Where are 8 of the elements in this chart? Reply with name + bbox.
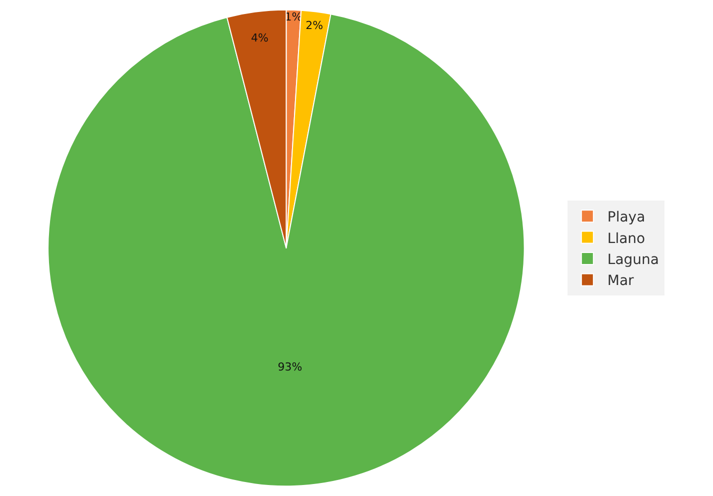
- legend-label: Laguna: [607, 252, 659, 268]
- legend-label: Playa: [607, 210, 646, 226]
- pie-slice: [48, 14, 525, 487]
- data-label: 2%: [306, 19, 324, 32]
- legend-label: Llano: [607, 230, 646, 247]
- data-label: 4%: [250, 32, 268, 45]
- legend-label: Mar: [607, 273, 634, 290]
- data-label: 93%: [278, 360, 302, 374]
